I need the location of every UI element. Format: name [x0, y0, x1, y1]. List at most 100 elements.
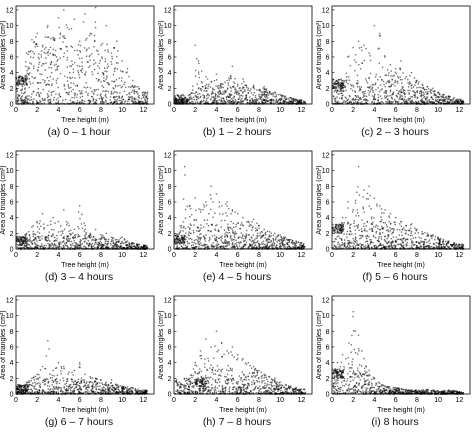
- data-point: [368, 92, 371, 94]
- data-point: [22, 79, 25, 82]
- data-point: [413, 102, 415, 104]
- data-point: [52, 233, 54, 235]
- data-point: [431, 96, 433, 99]
- data-point: [221, 245, 223, 247]
- data-point: [299, 246, 301, 249]
- data-point: [47, 234, 50, 237]
- data-point: [31, 226, 33, 228]
- data-point: [302, 245, 304, 248]
- data-point: [43, 223, 45, 225]
- data-point: [90, 235, 93, 238]
- data-point: [183, 234, 185, 237]
- data-point: [234, 233, 236, 235]
- data-point: [369, 85, 372, 88]
- data-point: [333, 98, 335, 100]
- data-point: [378, 47, 380, 49]
- data-point: [52, 38, 54, 40]
- data-point: [62, 55, 65, 58]
- data-point: [234, 88, 236, 91]
- data-point: [125, 241, 127, 244]
- data-point: [225, 212, 227, 214]
- data-point: [22, 80, 24, 82]
- x-tick-label: 4: [215, 107, 219, 114]
- data-point: [462, 101, 464, 103]
- data-point: [77, 44, 80, 46]
- data-point: [114, 96, 117, 98]
- data-point: [264, 96, 267, 99]
- data-point: [390, 70, 392, 72]
- data-point: [104, 244, 106, 246]
- data-point: [272, 237, 274, 240]
- data-point: [114, 67, 117, 69]
- data-point: [17, 94, 19, 96]
- data-point: [57, 100, 60, 102]
- data-point: [275, 244, 278, 246]
- data-point: [35, 36, 37, 38]
- data-point: [85, 233, 87, 235]
- data-point: [104, 60, 107, 63]
- data-point: [105, 90, 108, 92]
- data-point: [404, 96, 406, 98]
- data-point: [403, 99, 405, 102]
- data-point: [116, 40, 118, 42]
- data-point: [438, 96, 440, 99]
- data-point: [368, 77, 370, 80]
- data-point: [422, 84, 424, 87]
- data-point: [349, 64, 352, 67]
- data-point: [174, 241, 176, 243]
- data-point: [362, 96, 364, 98]
- data-point: [38, 61, 41, 63]
- data-point: [15, 236, 18, 239]
- data-point: [379, 220, 381, 223]
- data-point: [79, 51, 82, 53]
- data-point: [411, 234, 413, 237]
- data-point: [38, 239, 40, 241]
- data-point: [185, 100, 187, 103]
- data-point: [340, 78, 342, 80]
- data-point: [63, 9, 65, 11]
- data-point: [146, 100, 149, 103]
- data-point: [182, 97, 185, 100]
- data-point: [45, 52, 47, 55]
- data-point: [130, 100, 133, 102]
- data-point: [371, 229, 374, 231]
- data-point: [40, 54, 42, 56]
- data-point: [23, 243, 25, 245]
- data-point: [354, 237, 357, 239]
- data-point: [247, 92, 250, 94]
- data-point: [58, 243, 60, 246]
- data-point: [240, 100, 242, 102]
- data-point: [342, 101, 345, 103]
- data-point: [274, 102, 277, 104]
- data-point: [198, 76, 201, 79]
- data-point: [66, 238, 68, 241]
- data-point: [452, 101, 454, 103]
- data-point: [423, 96, 425, 99]
- data-point: [397, 92, 400, 95]
- data-point: [258, 247, 261, 250]
- data-point: [299, 100, 302, 102]
- data-point: [235, 244, 238, 246]
- data-point: [113, 47, 115, 49]
- data-point: [249, 102, 251, 104]
- data-point: [94, 6, 97, 9]
- data-point: [22, 242, 25, 244]
- data-point: [90, 95, 93, 98]
- data-point: [394, 221, 396, 224]
- data-point: [129, 96, 131, 98]
- data-point: [266, 245, 268, 247]
- data-point: [179, 100, 181, 102]
- data-point: [371, 86, 374, 88]
- data-point: [220, 226, 223, 228]
- data-point: [113, 68, 116, 70]
- data-point: [205, 234, 207, 236]
- data-point: [388, 72, 390, 74]
- data-point: [26, 72, 28, 75]
- data-point: [207, 245, 209, 247]
- data-point: [113, 80, 116, 82]
- data-point: [35, 100, 38, 102]
- data-point: [84, 228, 86, 230]
- data-point: [270, 232, 272, 234]
- data-point: [455, 100, 457, 103]
- data-point: [400, 60, 402, 62]
